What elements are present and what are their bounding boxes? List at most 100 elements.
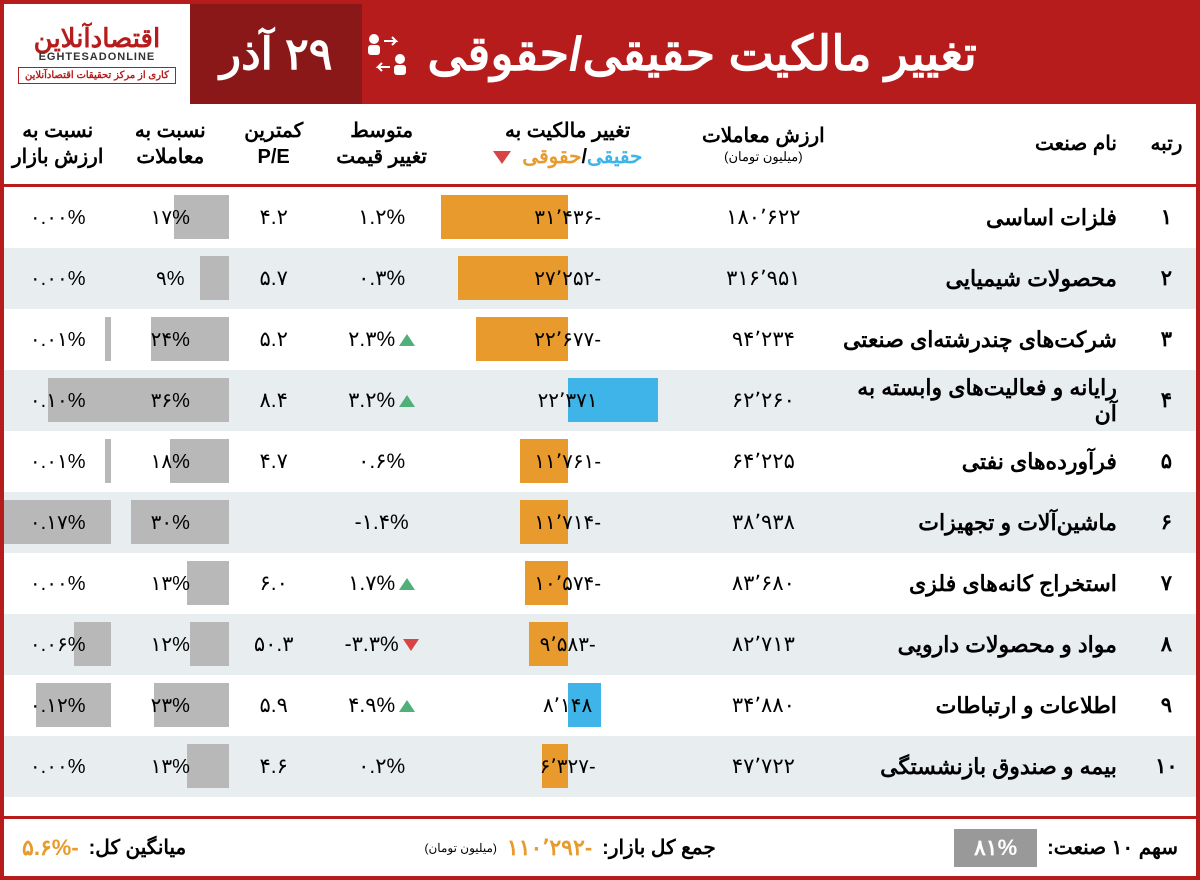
cell-pe (229, 492, 318, 553)
cell-txvalue: ۳۱۶٬۹۵۱ (690, 248, 837, 309)
header: تغییر مالکیت حقیقی/حقوقی ۲۹ آذر اقتصادآن… (4, 4, 1196, 104)
cell-ratio-tx: ۲۴% (111, 309, 229, 370)
cell-txvalue: ۸۲٬۷۱۳ (690, 614, 837, 675)
col-rank: رتبه (1137, 104, 1196, 186)
cell-pe: ۶.۰ (229, 553, 318, 614)
cell-pe: ۵.۷ (229, 248, 318, 309)
cell-ratio-tx: ۳۶% (111, 370, 229, 431)
cell-pe: ۵.۹ (229, 675, 318, 736)
header-date: ۲۹ آذر (190, 4, 363, 104)
table-wrap: رتبه نام صنعت ارزش معاملات(میلیون تومان)… (4, 104, 1196, 816)
col-ratio-tx: نسبت بهمعاملات (111, 104, 229, 186)
cell-txvalue: ۳۴٬۸۸۰ (690, 675, 837, 736)
cell-avgprice: ۱.۷% (318, 553, 445, 614)
cell-ratio-mkt: ۰.۰۶% (4, 614, 111, 675)
cell-avgprice: ۰.۳% (318, 248, 445, 309)
footer-avg: میانگین کل: -۵.۶% (4, 819, 204, 876)
footer-share-label: سهم ۱۰ صنعت: (1047, 835, 1178, 860)
cell-avgprice: ۰.۶% (318, 431, 445, 492)
cell-txvalue: ۳۸٬۹۳۸ (690, 492, 837, 553)
header-row: رتبه نام صنعت ارزش معاملات(میلیون تومان)… (4, 104, 1196, 186)
cell-ratio-tx: ۱۳% (111, 553, 229, 614)
header-title-wrap: تغییر مالکیت حقیقی/حقوقی (362, 26, 1196, 82)
logo: اقتصادآنلاین EGHTESADONLINE کاری از مرکز… (4, 4, 190, 104)
cell-avgprice: ۰.۲% (318, 736, 445, 797)
cell-ratio-tx: ۱۷% (111, 186, 229, 249)
logo-sub: EGHTESADONLINE (39, 51, 156, 63)
cell-ratio-mkt: ۰.۰۰% (4, 248, 111, 309)
cell-change: -۲۷٬۲۵۲ (445, 248, 690, 309)
col-avgprice: متوسطتغییر قیمت (318, 104, 445, 186)
page-title: تغییر مالکیت حقیقی/حقوقی (427, 26, 977, 82)
cell-txvalue: ۶۲٬۲۶۰ (690, 370, 837, 431)
col-txvalue: ارزش معاملات(میلیون تومان) (690, 104, 837, 186)
footer-avg-label: میانگین کل: (89, 835, 187, 860)
table-row: ۹اطلاعات و ارتباطات۳۴٬۸۸۰۸٬۱۴۸۴.۹%۵.۹۲۳%… (4, 675, 1196, 736)
cell-rank: ۳ (1137, 309, 1196, 370)
cell-txvalue: ۸۳٬۶۸۰ (690, 553, 837, 614)
cell-name: ماشین‌آلات و تجهیزات (837, 492, 1137, 553)
cell-name: استخراج کانه‌های فلزی (837, 553, 1137, 614)
cell-ratio-tx: ۹% (111, 248, 229, 309)
up-icon (399, 334, 415, 346)
cell-name: بیمه و صندوق بازنشستگی (837, 736, 1137, 797)
cell-ratio-mkt: ۰.۱۲% (4, 675, 111, 736)
cell-pe: ۴.۷ (229, 431, 318, 492)
logo-main: اقتصادآنلاین (34, 25, 161, 51)
cell-rank: ۲ (1137, 248, 1196, 309)
cell-txvalue: ۴۷٬۷۲۲ (690, 736, 837, 797)
col-ratio-mkt: نسبت بهارزش بازار (4, 104, 111, 186)
cell-ratio-mkt: ۰.۱۷% (4, 492, 111, 553)
cell-ratio-mkt: ۰.۰۰% (4, 553, 111, 614)
up-icon (399, 578, 415, 590)
cell-avgprice: ۲.۳% (318, 309, 445, 370)
footer: سهم ۱۰ صنعت: ۸۱% جمع کل بازار: -۱۱۰٬۲۹۲ … (4, 816, 1196, 876)
cell-txvalue: ۹۴٬۲۳۴ (690, 309, 837, 370)
logo-tag: کاری از مرکز تحقیقات اقتصادآنلاین (18, 67, 176, 84)
cell-pe: ۴.۶ (229, 736, 318, 797)
cell-rank: ۹ (1137, 675, 1196, 736)
cell-ratio-mkt: ۰.۱۰% (4, 370, 111, 431)
footer-total-sub: (میلیون تومان) (425, 841, 497, 855)
cell-rank: ۴ (1137, 370, 1196, 431)
cell-rank: ۱۰ (1137, 736, 1196, 797)
cell-rank: ۱ (1137, 186, 1196, 249)
cell-ratio-tx: ۱۸% (111, 431, 229, 492)
table-row: ۶ماشین‌آلات و تجهیزات۳۸٬۹۳۸-۱۱٬۷۱۴-۱.۴%۳… (4, 492, 1196, 553)
table-row: ۱۰بیمه و صندوق بازنشستگی۴۷٬۷۲۲-۶٬۳۲۷۰.۲%… (4, 736, 1196, 797)
cell-txvalue: ۱۸۰٬۶۲۲ (690, 186, 837, 249)
cell-name: فرآورده‌های نفتی (837, 431, 1137, 492)
cell-name: محصولات شیمیایی (837, 248, 1137, 309)
footer-share: سهم ۱۰ صنعت: ۸۱% (936, 819, 1196, 876)
cell-rank: ۵ (1137, 431, 1196, 492)
table-row: ۳شرکت‌های چندرشته‌ای صنعتی۹۴٬۲۳۴-۲۲٬۶۷۷۲… (4, 309, 1196, 370)
cell-avgprice: ۴.۹% (318, 675, 445, 736)
table-row: ۲محصولات شیمیایی۳۱۶٬۹۵۱-۲۷٬۲۵۲۰.۳%۵.۷۹%۰… (4, 248, 1196, 309)
col-name: نام صنعت (837, 104, 1137, 186)
cell-pe: ۵.۲ (229, 309, 318, 370)
cell-ratio-mkt: ۰.۰۱% (4, 309, 111, 370)
down-icon (403, 639, 419, 651)
cell-pe: ۵۰.۳ (229, 614, 318, 675)
cell-ratio-tx: ۲۳% (111, 675, 229, 736)
sort-indicator-icon (493, 151, 511, 164)
cell-change: -۱۱٬۷۱۴ (445, 492, 690, 553)
cell-ratio-mkt: ۰.۰۰% (4, 186, 111, 249)
cell-ratio-tx: ۳۰% (111, 492, 229, 553)
cell-ratio-tx: ۱۳% (111, 736, 229, 797)
cell-rank: ۸ (1137, 614, 1196, 675)
table-row: ۵فرآورده‌های نفتی۶۴٬۲۲۵-۱۱٬۷۶۱۰.۶%۴.۷۱۸%… (4, 431, 1196, 492)
footer-total-label: جمع کل بازار: (602, 835, 716, 860)
cell-rank: ۷ (1137, 553, 1196, 614)
cell-pe: ۸.۴ (229, 370, 318, 431)
up-icon (399, 395, 415, 407)
cell-change: -۹٬۵۸۳ (445, 614, 690, 675)
cell-change: -۶٬۳۲۷ (445, 736, 690, 797)
footer-total: جمع کل بازار: -۱۱۰٬۲۹۲ (میلیون تومان) (204, 819, 936, 876)
footer-avg-val: -۵.۶% (22, 835, 79, 861)
cell-change: ۲۲٬۳۷۱ (445, 370, 690, 431)
cell-name: شرکت‌های چندرشته‌ای صنعتی (837, 309, 1137, 370)
ownership-icon (362, 29, 412, 79)
cell-change: -۱۰٬۵۷۴ (445, 553, 690, 614)
cell-ratio-tx: ۱۲% (111, 614, 229, 675)
